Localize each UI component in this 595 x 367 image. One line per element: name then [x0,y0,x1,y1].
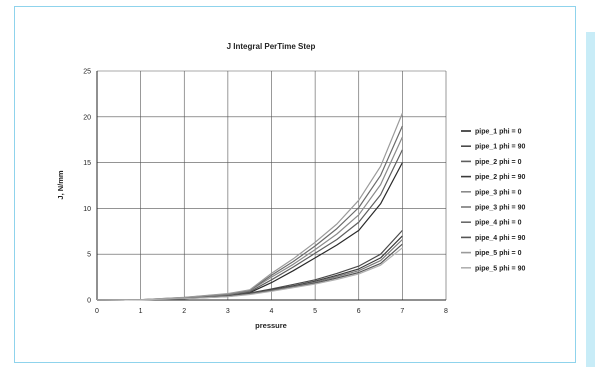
legend-label: pipe_1 phi = 0 [475,129,522,136]
legend-label: pipe_5 phi = 90 [475,265,525,272]
x-axis-label: pressure [255,321,287,330]
x-tick-label: 5 [313,308,317,315]
series-line-3 [96,149,403,301]
legend: pipe_1 phi = 0 pipe_1 phi = 90 pipe_2 phi … [461,129,525,272]
x-tick-label: 7 [400,308,404,315]
legend-label: pipe_2 phi = 90 [475,174,525,181]
series-line-10 [96,247,403,301]
legend-label: pipe_3 phi = 0 [475,189,522,196]
page-edge-strip [586,32,595,367]
y-axis-label: J, N/mm [56,170,65,200]
x-tick-label: 2 [182,308,186,315]
series-lines [96,112,403,301]
series-line-5 [96,136,403,301]
legend-label: pipe_5 phi = 0 [475,250,522,257]
series-line-1 [96,162,403,301]
x-tick-label: 6 [357,308,361,315]
y-tick-label: 15 [83,160,91,167]
legend-label: pipe_4 phi = 0 [475,220,522,227]
x-tick-label: 3 [226,308,230,315]
legend-label: pipe_4 phi = 90 [475,235,525,242]
y-tick-label: 20 [83,114,91,121]
legend-label: pipe_3 phi = 90 [475,205,525,212]
y-tick-label: 0 [87,298,91,305]
chart-frame [14,6,576,363]
x-tick-label: 1 [139,308,143,315]
y-tick-label: 10 [83,206,91,213]
y-tick-label: 25 [83,69,91,76]
x-tick-label: 4 [270,308,274,315]
legend-label: pipe_1 phi = 90 [475,144,525,151]
series-line-9 [96,112,403,301]
chart-title: J Integral PerTime Step [227,42,316,51]
grid [96,70,447,301]
y-tick-label: 5 [87,252,91,259]
tick-labels: 0 1 2 3 4 5 6 7 8 0 5 10 15 20 25 [83,69,448,316]
x-tick-label: 8 [444,308,448,315]
legend-label: pipe_2 phi = 0 [475,159,522,166]
x-tick-label: 0 [95,308,99,315]
